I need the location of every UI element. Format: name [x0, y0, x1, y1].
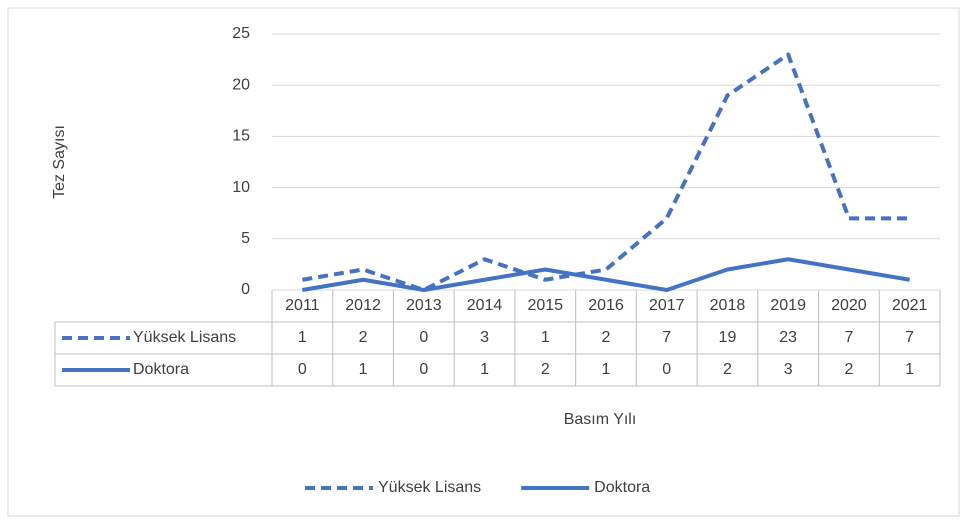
table-value: 0: [419, 361, 428, 378]
x-tick-label: 2021: [892, 297, 928, 314]
table-value: 3: [480, 329, 489, 346]
legend-label: Doktora: [594, 479, 650, 496]
table-value: 2: [602, 329, 611, 346]
x-tick-label: 2015: [527, 297, 563, 314]
table-value: 2: [359, 329, 368, 346]
x-tick-label: 2013: [406, 297, 442, 314]
table-value: 2: [723, 361, 732, 378]
table-series-name: Yüksek Lisans: [133, 329, 236, 346]
x-tick-label: 2019: [770, 297, 806, 314]
table-value: 19: [719, 329, 737, 346]
y-tick-label: 10: [232, 179, 250, 196]
table-value: 0: [298, 361, 307, 378]
y-tick-label: 15: [232, 128, 250, 145]
line-series: [302, 52, 910, 292]
table-value: 7: [844, 329, 853, 346]
table-value: 1: [298, 329, 307, 346]
table-value: 1: [602, 361, 611, 378]
legend-label: Yüksek Lisans: [378, 479, 481, 496]
table-value: 23: [779, 329, 797, 346]
table-value: 3: [784, 361, 793, 378]
x-tick-label: 2017: [649, 297, 685, 314]
table-value: 0: [419, 329, 428, 346]
table-value: 1: [480, 361, 489, 378]
chart-border: [7, 7, 960, 517]
table-value: 1: [359, 361, 368, 378]
table-value: 2: [844, 361, 853, 378]
y-tick-label: 25: [232, 25, 250, 42]
x-tick-label: 2020: [831, 297, 867, 314]
y-tick-label: 5: [241, 230, 250, 247]
x-tick-label: 2011: [285, 297, 320, 314]
y-axis-title: Tez Sayısı: [51, 125, 68, 199]
line-series: [302, 257, 910, 292]
table-value: 7: [905, 329, 914, 346]
table-value: 7: [662, 329, 671, 346]
y-tick-label: 20: [232, 76, 250, 93]
x-tick-label: 2012: [345, 297, 381, 314]
table-value: 2: [541, 361, 550, 378]
x-axis-title: Basım Yılı: [564, 411, 637, 428]
table-value: 0: [662, 361, 671, 378]
table-value: 1: [541, 329, 550, 346]
x-tick-label: 2018: [710, 297, 746, 314]
y-tick-label: 0: [241, 281, 250, 298]
x-tick-label: 2016: [588, 297, 624, 314]
x-tick-label: 2014: [467, 297, 503, 314]
table-value: 1: [905, 361, 914, 378]
table-series-name: Doktora: [133, 361, 189, 378]
